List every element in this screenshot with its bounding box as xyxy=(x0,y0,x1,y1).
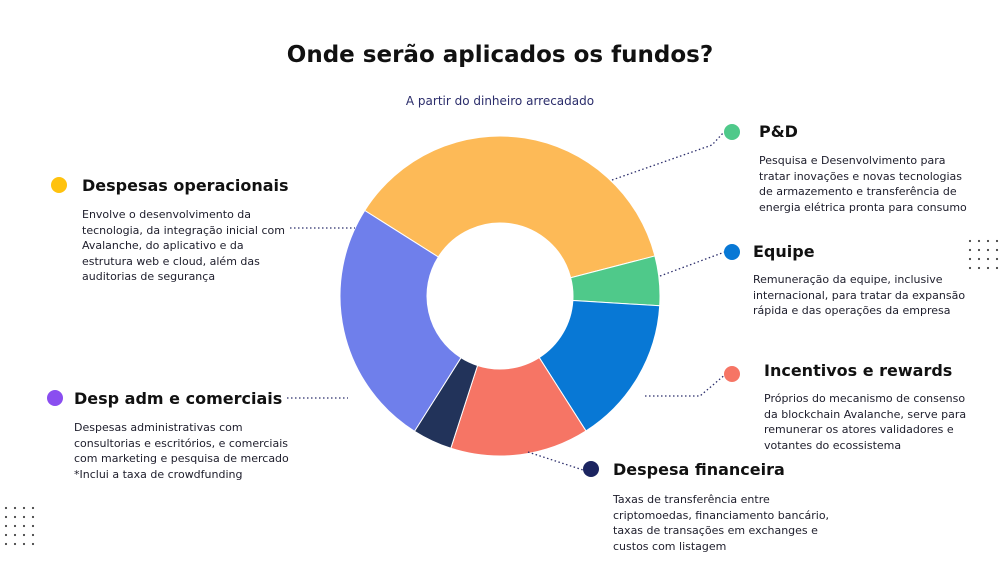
page-subtitle: A partir do dinheiro arrecadado xyxy=(405,94,595,108)
decor-dot xyxy=(986,248,990,252)
decor-dot xyxy=(22,533,26,537)
page-title: Onde serão aplicados os fundos? xyxy=(286,42,714,68)
description-line: consultorias e escritórios, e comerciais xyxy=(74,436,289,450)
description-line: votantes do ecossistema xyxy=(764,438,902,452)
decor-dot xyxy=(4,542,8,546)
adm-description: Despesas administrativas com consultorias… xyxy=(74,420,289,482)
equipe-heading: Equipe xyxy=(753,242,815,261)
description-line: de armazemento e transferência de xyxy=(759,185,957,198)
decor-dot xyxy=(22,506,26,510)
description-line: Despesas administrativas com xyxy=(74,421,243,434)
decor-dot xyxy=(968,239,972,243)
financeira-marker xyxy=(583,461,599,477)
decor-dot xyxy=(22,515,26,519)
financeira-description: Taxas de transferência entre criptomoedas… xyxy=(613,492,829,554)
connector-incentivos xyxy=(645,372,728,397)
description-line: tratar inovações e novas tecnologias xyxy=(759,169,963,183)
connector-equipe xyxy=(659,249,731,277)
decor-dot xyxy=(977,239,981,243)
description-line: remunerar os atores validadores e xyxy=(764,423,954,436)
decor-dot xyxy=(13,542,17,546)
decor-dot xyxy=(986,266,990,270)
description-line: Pesquisa e Desenvolvimento para xyxy=(759,154,946,167)
pd-heading: P&D xyxy=(759,122,798,141)
operacionais-marker xyxy=(51,177,67,193)
decor-dot xyxy=(31,506,35,510)
description-line: *Inclui a taxa de crowdfunding xyxy=(74,467,243,481)
adm-heading: Desp adm e comerciais xyxy=(74,389,283,408)
operacionais-description: Envolve o desenvolvimento da tecnologia, … xyxy=(82,207,285,285)
decor-dot xyxy=(13,515,17,519)
description-line: estrutura web e cloud, além das xyxy=(82,254,260,268)
decor-dot xyxy=(977,257,981,261)
adm-marker xyxy=(47,390,63,406)
decor-dot xyxy=(31,533,35,537)
decor-dot xyxy=(995,257,999,261)
decor-dot xyxy=(986,239,990,243)
slice-0 xyxy=(364,135,656,279)
equipe-description: Remuneração da equipe, inclusive internac… xyxy=(753,272,965,319)
decor-dot xyxy=(986,257,990,261)
connector-lines xyxy=(287,131,731,471)
description-line: energia elétrica pronta para consumo xyxy=(759,200,967,214)
decor-dot xyxy=(13,524,17,528)
description-line: rápida e das operações da empresa xyxy=(753,304,951,317)
incentivos-marker xyxy=(724,366,740,382)
description-line: custos com listagem xyxy=(613,539,727,553)
decor-dot xyxy=(995,266,999,270)
decor-dot xyxy=(13,506,17,510)
decor-dot xyxy=(13,533,17,537)
decor-dot xyxy=(22,524,26,528)
decor-dot xyxy=(4,533,8,537)
description-line: Avalanche, do aplicativo e da xyxy=(82,239,244,252)
donut-chart xyxy=(339,135,661,457)
financeira-heading: Despesa financeira xyxy=(613,460,785,479)
decor-dot xyxy=(4,515,8,519)
description-line: com marketing e pesquisa de mercado xyxy=(74,452,289,465)
slice-2 xyxy=(538,299,661,432)
decor-dot xyxy=(4,524,8,528)
decor-dot xyxy=(31,524,35,528)
connector-financeira xyxy=(527,451,584,471)
pd-description: Pesquisa e Desenvolvimento para tratar in… xyxy=(759,153,967,215)
decor-dot xyxy=(4,506,8,510)
description-line: Próprios do mecanismo de consenso xyxy=(764,392,966,405)
description-line: internacional, para tratar da expansão xyxy=(753,288,966,302)
description-line: tecnologia, da integração inicial com xyxy=(82,223,285,237)
decor-dot xyxy=(977,248,981,252)
decor-dot xyxy=(968,248,972,252)
dot-grid-decorations xyxy=(4,239,999,546)
description-line: criptomoedas, financiamento bancário, xyxy=(613,508,830,522)
description-line: auditorias de segurança xyxy=(82,270,216,283)
connector-pd xyxy=(611,131,725,181)
decor-dot xyxy=(977,266,981,270)
pd-marker xyxy=(724,124,740,140)
decor-dot xyxy=(995,248,999,252)
decor-dot xyxy=(31,542,35,546)
description-line: Remuneração da equipe, inclusive xyxy=(753,273,943,286)
incentivos-heading: Incentivos e rewards xyxy=(764,361,953,380)
description-line: da blockchain Avalanche, serve para xyxy=(764,407,967,421)
decor-dot xyxy=(968,266,972,270)
slice-5 xyxy=(339,209,462,432)
decor-dot xyxy=(22,542,26,546)
equipe-marker xyxy=(724,244,740,260)
incentivos-description: Próprios do mecanismo de consenso da bloc… xyxy=(764,391,966,453)
description-line: Taxas de transferência entre xyxy=(613,493,770,506)
description-line: taxas de transações em exchanges e xyxy=(613,524,818,537)
description-line: Envolve o desenvolvimento da xyxy=(82,208,252,221)
decor-dot xyxy=(968,257,972,261)
decor-dot xyxy=(995,239,999,243)
operacionais-heading: Despesas operacionais xyxy=(82,176,289,195)
decor-dot xyxy=(31,515,35,519)
